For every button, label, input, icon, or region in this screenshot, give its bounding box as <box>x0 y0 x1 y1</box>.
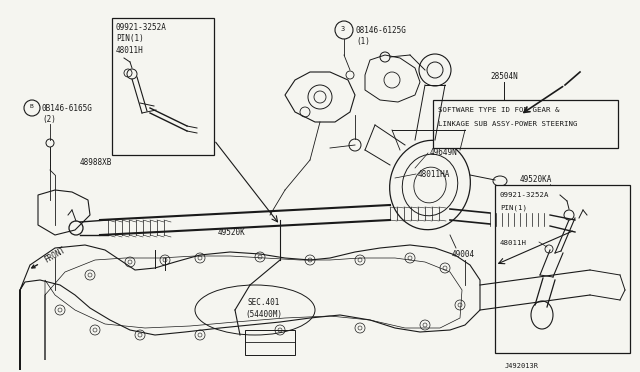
Text: (2): (2) <box>42 115 56 124</box>
Text: PIN(1): PIN(1) <box>500 204 527 211</box>
Text: (54400M): (54400M) <box>245 310 282 319</box>
Bar <box>495 185 630 353</box>
Bar <box>560 250 615 285</box>
Text: 0B146-6165G: 0B146-6165G <box>42 104 93 113</box>
Text: 49004: 49004 <box>452 250 475 259</box>
Text: 08146-6125G: 08146-6125G <box>356 26 407 35</box>
Text: J492013R: J492013R <box>505 363 539 369</box>
Text: 09921-3252A: 09921-3252A <box>500 192 550 198</box>
Text: 28504N: 28504N <box>490 72 518 81</box>
Text: PIN(1): PIN(1) <box>116 34 144 43</box>
Text: 48988XB: 48988XB <box>80 158 113 167</box>
Text: 48011HA: 48011HA <box>418 170 451 179</box>
Text: SOFTWARE TYPE ID FOR GEAR &: SOFTWARE TYPE ID FOR GEAR & <box>438 107 559 113</box>
Bar <box>112 18 214 155</box>
Text: 49520K: 49520K <box>218 228 246 237</box>
Text: LINKAGE SUB ASSY-POWER STEERING: LINKAGE SUB ASSY-POWER STEERING <box>438 121 577 127</box>
Text: FRONT: FRONT <box>32 245 67 268</box>
Text: 09921-3252A: 09921-3252A <box>116 23 167 32</box>
Bar <box>433 100 618 148</box>
Text: 49649N: 49649N <box>430 148 458 157</box>
Text: SEC.401: SEC.401 <box>248 298 280 307</box>
Text: 3: 3 <box>341 26 345 32</box>
Text: B: B <box>29 104 33 109</box>
Text: 48011H: 48011H <box>116 46 144 55</box>
Text: (1): (1) <box>356 37 370 46</box>
Bar <box>245 330 295 355</box>
Text: 49520KA: 49520KA <box>520 175 552 184</box>
Text: 48011H: 48011H <box>500 240 527 246</box>
